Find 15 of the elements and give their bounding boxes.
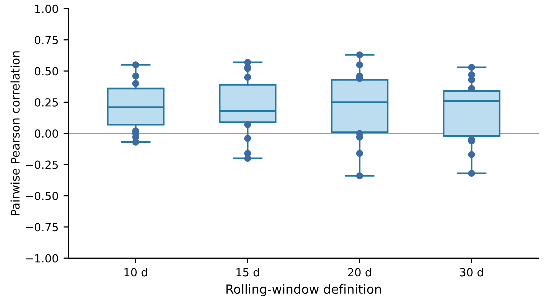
x-axis-title: Rolling-window definition <box>226 284 382 297</box>
x-tick-label: 15 d <box>236 268 260 277</box>
y-tick-label: 0.25 <box>35 98 58 107</box>
x-tick-label: 20 d <box>348 268 372 277</box>
x-tick-label: 30 d <box>460 268 484 277</box>
y-tick-label: 0.00 <box>35 130 58 138</box>
x-tick-label: 10 d <box>124 268 148 277</box>
y-tick-label: −0.75 <box>26 223 58 232</box>
y-tick-label: −0.25 <box>26 160 58 170</box>
y-tick-label: 0.50 <box>35 67 58 76</box>
y-tick-label: −0.50 <box>26 192 58 200</box>
y-tick-label: 1.00 <box>36 4 58 14</box>
y-tick-label: 0.75 <box>35 36 58 44</box>
y-axis-title: Pairwise Pearson correlation <box>10 52 20 216</box>
y-tick-label: −1.00 <box>26 254 58 263</box>
